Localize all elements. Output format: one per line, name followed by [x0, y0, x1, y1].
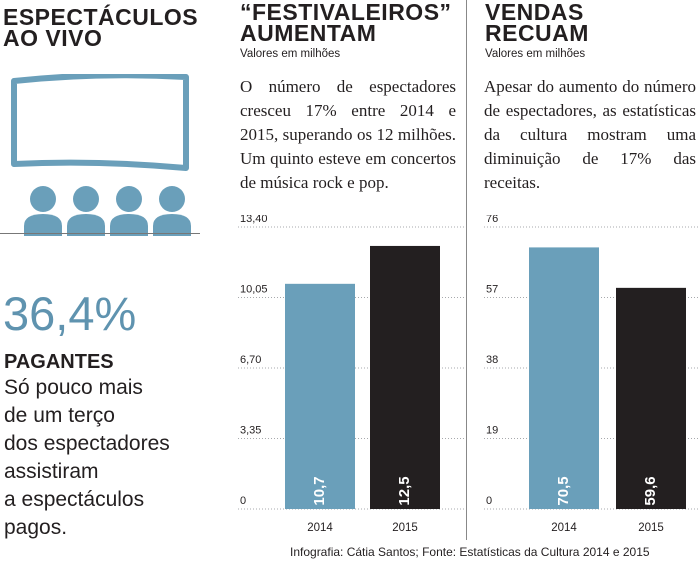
- left-description-line: assistiram: [4, 460, 99, 483]
- chart-middle-bars: 10,7 2014 12,5 2015: [285, 245, 440, 534]
- chart-right-ytick-label: 19: [486, 425, 498, 437]
- left-description: Só pouco mais de um terço dos espectador…: [4, 374, 209, 542]
- person-1-head: [30, 186, 56, 212]
- left-title: ESPECTÁCULOS AO VIVO: [3, 4, 199, 51]
- person-4-body: [153, 214, 191, 236]
- percentage-value: 36,4%: [3, 287, 137, 340]
- chart-middle-value-label: 10,7: [311, 476, 328, 505]
- right-subtitle: Valores em milhões: [485, 48, 586, 60]
- chart-right: 0 19 38 57 76 70,5 2014 59,6 2015: [484, 215, 700, 534]
- chart-middle: 0 3,35 6,70 10,05 13,40 10,7 2014 12,5 2015: [238, 215, 466, 534]
- chart-middle-ytick-label: 0: [240, 495, 246, 507]
- chart-middle-ytick-label: 13,40: [240, 215, 268, 225]
- right-title-line-1: VENDAS: [485, 0, 584, 25]
- left-description-line: de um terço: [4, 404, 115, 427]
- chart-right-bar-2015: [616, 287, 686, 509]
- left-description-line: pagos.: [4, 516, 68, 539]
- person-4-head: [159, 186, 185, 212]
- chart-right-bars: 70,5 2014 59,6 2015: [529, 247, 686, 534]
- chart-right-value-label: 70,5: [555, 476, 572, 505]
- column-divider: [466, 0, 467, 540]
- left-divider: [0, 233, 200, 234]
- left-description-line: dos espectadores: [4, 432, 170, 455]
- person-3-head: [116, 186, 142, 212]
- chart-middle-ytick-label: 3,35: [240, 425, 261, 437]
- chart-right-ytick-label: 76: [486, 215, 498, 225]
- left-title-line-2: AO VIVO: [3, 25, 103, 51]
- screen-frame: [11, 74, 189, 171]
- chart-middle-ytick-label: 6,70: [240, 354, 261, 366]
- chart-right-bar-2014: [529, 247, 599, 509]
- right-title-line-2: RECUAM: [485, 20, 589, 46]
- chart-right-category-label: 2015: [638, 522, 664, 534]
- left-description-line: Só pouco mais: [4, 376, 143, 399]
- cinema-screen-audience-icon: [11, 74, 191, 236]
- chart-middle-bar-2014: [285, 283, 355, 509]
- source-note: Infografia: Cátia Santos; Fonte: Estatís…: [290, 545, 650, 559]
- chart-middle-ytick-label: 10,05: [240, 284, 268, 296]
- chart-right-ytick-label: 38: [486, 354, 498, 366]
- chart-right-ytick-label: 0: [486, 495, 492, 507]
- person-2-body: [67, 214, 105, 236]
- chart-middle-value-label: 12,5: [396, 476, 413, 505]
- right-text: Apesar do aumento do número de espectado…: [484, 77, 696, 192]
- middle-text: O número de espectadores cresceu 17% ent…: [240, 77, 456, 192]
- left-description-line: a espectáculos: [4, 488, 145, 511]
- audience: [24, 186, 191, 236]
- chart-middle-bar-2015: [370, 245, 440, 509]
- person-2-head: [73, 186, 99, 212]
- chart-right-value-label: 59,6: [642, 476, 659, 505]
- person-3-body: [110, 214, 148, 236]
- middle-subtitle: Valores em milhões: [240, 48, 341, 60]
- chart-right-category-label: 2014: [551, 522, 577, 534]
- percentage-label: PAGANTES: [4, 351, 114, 373]
- person-1-body: [24, 214, 62, 236]
- right-title: VENDAS RECUAM: [485, 0, 589, 46]
- chart-middle-category-label: 2014: [307, 522, 333, 534]
- middle-title: “FESTIVALEIROS” AUMENTAM: [240, 0, 452, 46]
- chart-middle-category-label: 2015: [392, 522, 418, 534]
- middle-title-line-2: AUMENTAM: [240, 20, 377, 46]
- chart-right-ytick-label: 57: [486, 284, 498, 296]
- middle-title-line-1: “FESTIVALEIROS”: [240, 0, 452, 25]
- left-title-line-1: ESPECTÁCULOS: [3, 4, 199, 30]
